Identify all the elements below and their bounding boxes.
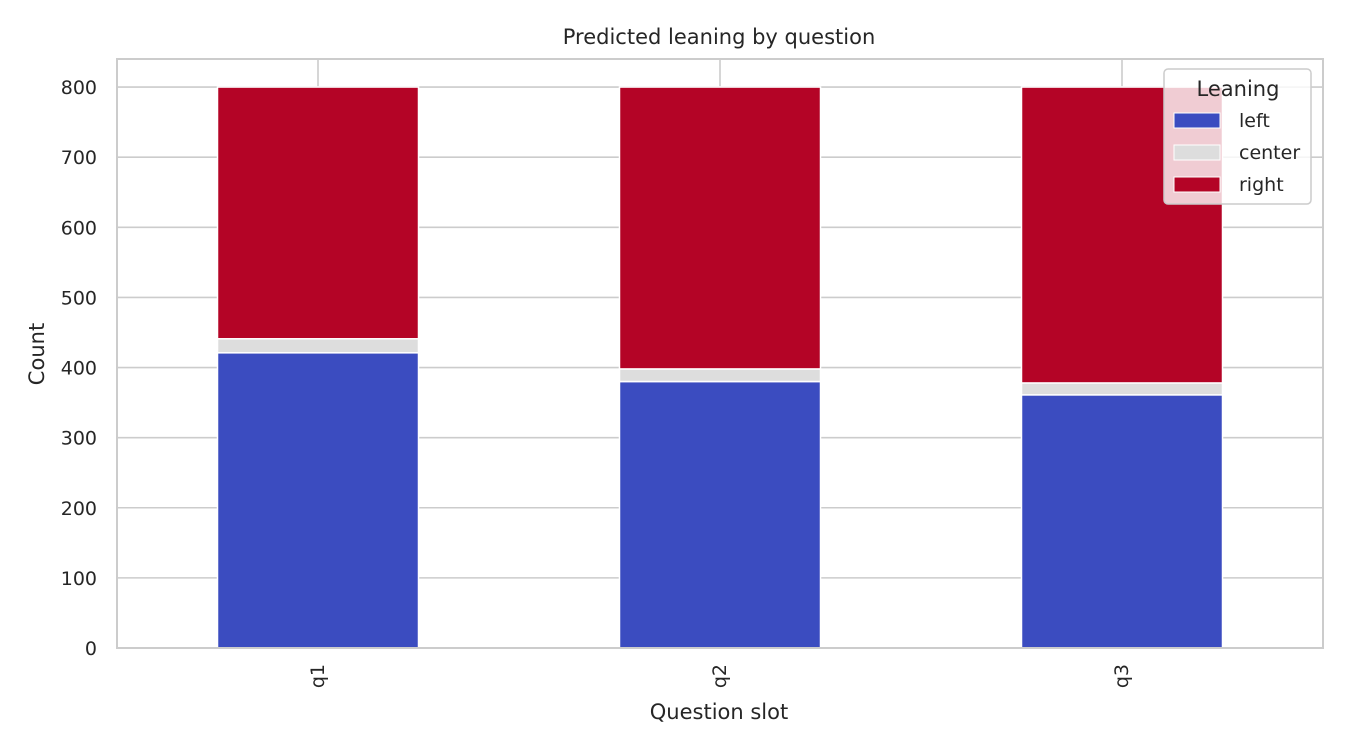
y-axis-title: Count [25,323,49,385]
x-axis-title: Question slot [650,700,788,724]
legend-swatch-center [1173,144,1221,161]
x-tick-label: q1 [307,664,329,688]
legend: Leaning left center right [1163,68,1312,205]
legend-box [1163,68,1312,205]
y-tick-label: 400 [61,358,97,380]
y-tick-label: 600 [61,217,97,239]
y-tick-label: 700 [61,147,97,169]
y-tick-label: 800 [61,77,97,99]
legend-swatch-left [1173,112,1221,129]
legend-label-right: right [1239,174,1284,196]
bar-left-q3 [1020,394,1224,649]
y-axis-ticks: 0 100 200 300 400 500 600 700 800 [61,77,97,660]
x-tick-label: q3 [1111,664,1133,688]
legend-label-center: center [1239,142,1300,164]
y-tick-label: 300 [61,428,97,450]
bar-center-q2 [618,368,822,383]
y-tick-label: 500 [61,287,97,309]
x-tick-label: q2 [709,664,731,688]
bar-right-q1 [216,86,420,340]
legend-items: left center right [1173,110,1300,196]
y-tick-label: 100 [61,568,97,590]
legend-swatch-right [1173,176,1221,193]
x-axis-ticks: q1 q2 q3 [307,664,1133,688]
bar-center-q3 [1020,382,1224,396]
bar-left-q1 [216,352,420,649]
legend-label-left: left [1239,110,1270,132]
bar-left-q2 [618,380,822,649]
y-tick-label: 200 [61,498,97,520]
chart-title: Predicted leaning by question [563,25,876,49]
bar-center-q1 [216,338,420,354]
bars [216,86,1224,649]
y-tick-label: 0 [85,638,97,660]
bar-right-q2 [618,86,822,370]
legend-title: Leaning [1197,77,1280,101]
plot-frame [116,58,1324,649]
